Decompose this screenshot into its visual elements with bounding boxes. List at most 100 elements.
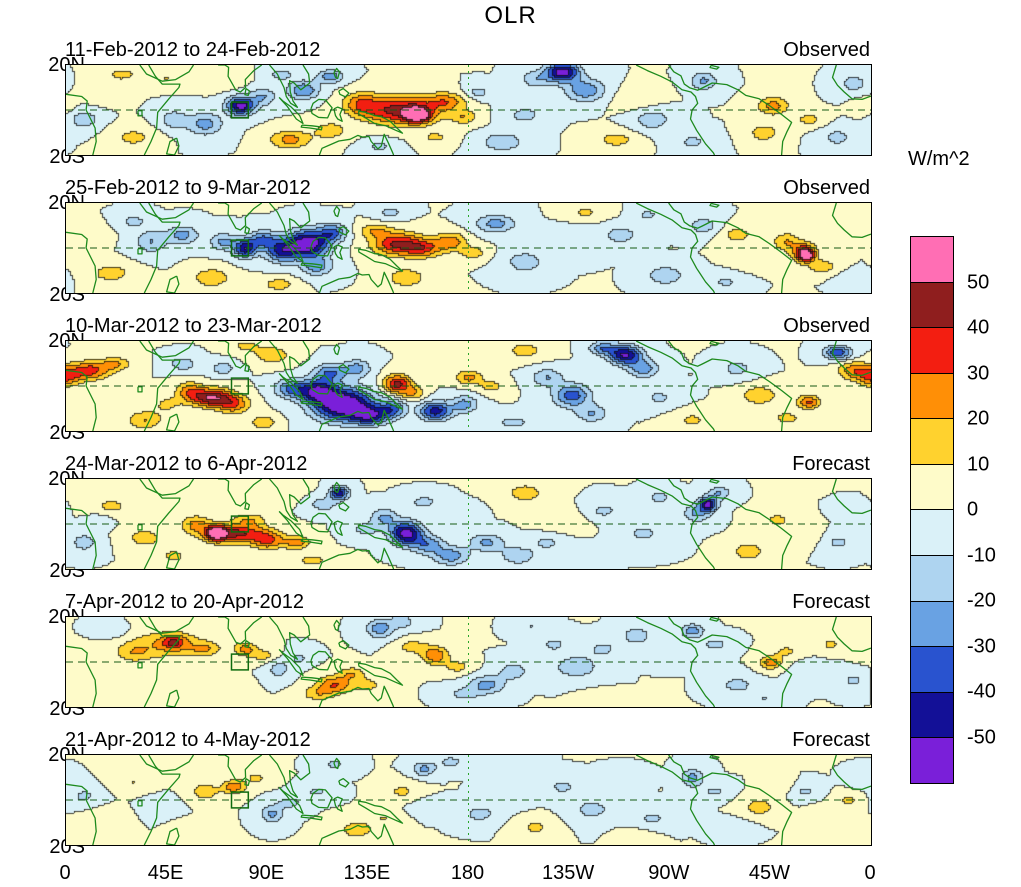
- coastline-path: [668, 203, 793, 293]
- coastline-path: [668, 65, 793, 155]
- coastline-path: [300, 814, 323, 821]
- colorbar-cell: [911, 509, 953, 556]
- figure-title: OLR: [484, 2, 537, 29]
- colorbar-tick-label: -50: [967, 726, 996, 748]
- panel-type-label: Forecast: [792, 729, 870, 751]
- coastline-path: [165, 689, 180, 707]
- coastline-path: [269, 341, 311, 384]
- roi-box: [230, 515, 250, 533]
- panel-type-label: Observed: [783, 315, 870, 337]
- coastline-path: [269, 479, 311, 522]
- colorbar-unit-label: W/m^2: [908, 148, 970, 170]
- colorbar-tick-label: -20: [967, 589, 996, 612]
- panel-header: 21-Apr-2012 to 4-May-2012 Forecast: [65, 728, 870, 752]
- coastline-path: [635, 65, 716, 155]
- map-plot: [65, 616, 872, 708]
- coastline-path: [668, 617, 793, 707]
- coastline-path: [244, 502, 251, 511]
- coastline-path: [278, 648, 304, 677]
- coastline-path: [137, 800, 143, 807]
- colorbar-cell: [911, 281, 953, 328]
- panel-body: 20N 0 20S: [0, 607, 872, 719]
- colorbar-cell: [911, 327, 953, 373]
- coastline-path: [244, 88, 251, 97]
- coastline-overlay: [66, 203, 871, 293]
- colorbar-tick-label: 20: [967, 407, 990, 430]
- coastline-path: [831, 203, 871, 239]
- coastline-path: [139, 617, 195, 634]
- panel-period: 24-Mar-2012 to 6-Apr-2012: [65, 453, 308, 475]
- olr-panel-5: 7-Apr-2012 to 20-Apr-2012 Forecast 20N 0…: [0, 590, 872, 719]
- coastline-path: [318, 409, 395, 431]
- coastline-path: [300, 124, 323, 131]
- coastline-path: [668, 341, 793, 431]
- roi-box: [230, 239, 250, 257]
- coastline-path: [269, 617, 311, 660]
- coastline-path: [66, 783, 97, 845]
- coastline-path: [278, 510, 304, 539]
- map-plot: [65, 202, 872, 294]
- roi-box: [230, 101, 250, 119]
- coastline-path: [218, 617, 263, 645]
- coastline-path: [635, 755, 716, 845]
- x-tick-label: 135E: [343, 862, 391, 884]
- coastline-path: [333, 67, 341, 80]
- colorbar-cell: [911, 691, 953, 738]
- panel-period: 7-Apr-2012 to 20-Apr-2012: [65, 591, 305, 613]
- panel-header: 11-Feb-2012 to 24-Feb-2012 Observed: [65, 38, 870, 62]
- map-plot: [65, 478, 872, 570]
- coastline-path: [310, 98, 333, 119]
- coastline-path: [709, 479, 720, 484]
- coastline-path: [357, 248, 404, 272]
- coastline-path: [218, 65, 263, 93]
- coastline-path: [333, 757, 341, 770]
- panel-header: 7-Apr-2012 to 20-Apr-2012 Forecast: [65, 590, 870, 614]
- coastline-path: [338, 363, 350, 374]
- x-tick-label: 90E: [248, 862, 285, 884]
- coastline-path: [244, 364, 251, 373]
- colorbar-tick-label: 0: [967, 498, 979, 521]
- coastline-path: [709, 617, 720, 622]
- coastline-path: [338, 501, 350, 512]
- panel-body: 20N 0 20S: [0, 331, 872, 443]
- coastline-path: [709, 341, 720, 346]
- coastline-path: [831, 755, 871, 791]
- coastline-path: [300, 538, 323, 545]
- coastline-path: [310, 236, 333, 257]
- coastline-path: [333, 106, 343, 122]
- x-tick-label: 135W: [541, 862, 595, 884]
- coastline-path: [300, 262, 323, 269]
- coastline-path: [278, 96, 304, 125]
- coastline-path: [668, 755, 793, 845]
- colorbar: 50 40 30 20 10 0 -10 -20 -30 -40 -50: [910, 236, 996, 784]
- coastline-path: [709, 755, 720, 760]
- panel-body: 20N 0 20S: [0, 469, 872, 581]
- coastline-path: [269, 203, 311, 246]
- colorbar-cell: [911, 600, 953, 647]
- coastline-path: [338, 639, 350, 650]
- coastline-overlay: [66, 479, 871, 569]
- coastline-path: [137, 386, 143, 393]
- coastline-path: [218, 479, 263, 507]
- coastline-path: [333, 658, 343, 674]
- colorbar-tick-label: -30: [967, 635, 996, 657]
- roi-box: [230, 377, 250, 395]
- coastline-path: [318, 547, 395, 569]
- coastline-path: [278, 786, 304, 815]
- coastline-path: [357, 386, 404, 410]
- coastline-path: [137, 248, 143, 255]
- coastline-path: [318, 271, 395, 293]
- coastline-path: [357, 110, 404, 134]
- coastline-path: [66, 369, 97, 431]
- panel-period: 11-Feb-2012 to 24-Feb-2012: [65, 39, 321, 61]
- coastline-path: [831, 479, 871, 515]
- colorbar-tick-label: 10: [967, 453, 990, 475]
- coastline-path: [635, 617, 716, 707]
- coastline-overlay: [66, 617, 871, 707]
- colorbar-tick-label: -10: [967, 544, 996, 566]
- coastline-path: [338, 777, 350, 788]
- coastline-path: [218, 341, 263, 369]
- x-tick-label: 0: [864, 862, 876, 884]
- coastline-path: [165, 137, 180, 155]
- coastline-path: [165, 551, 180, 569]
